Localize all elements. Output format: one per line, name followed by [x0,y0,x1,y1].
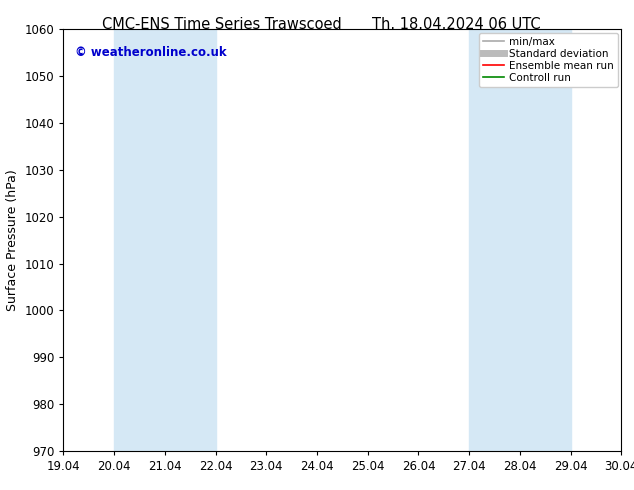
Bar [469,29,571,451]
Bar [114,29,216,451]
Text: © weatheronline.co.uk: © weatheronline.co.uk [75,46,226,59]
Text: Th. 18.04.2024 06 UTC: Th. 18.04.2024 06 UTC [372,17,541,32]
Legend: min/max, Standard deviation, Ensemble mean run, Controll run: min/max, Standard deviation, Ensemble me… [479,32,618,87]
Y-axis label: Surface Pressure (hPa): Surface Pressure (hPa) [6,169,19,311]
Text: CMC-ENS Time Series Trawscoed: CMC-ENS Time Series Trawscoed [102,17,342,32]
